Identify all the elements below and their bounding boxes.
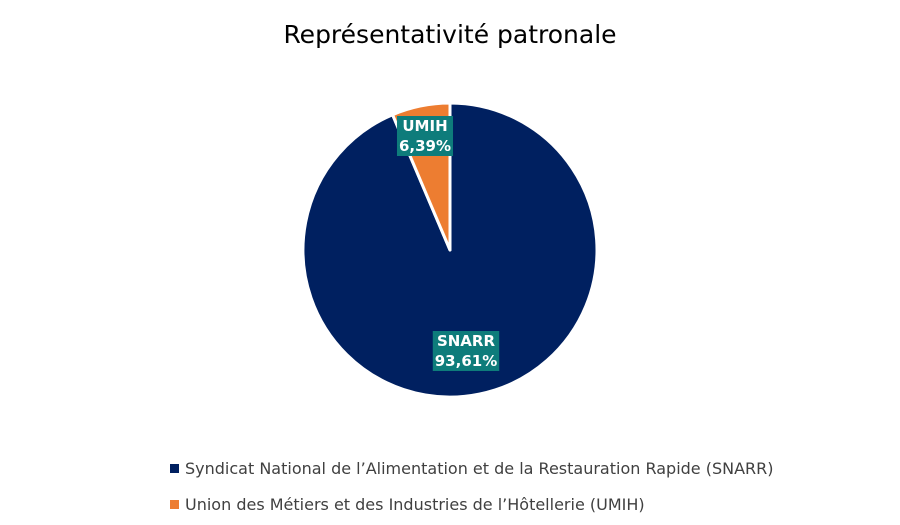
data-label-background (396, 116, 454, 156)
data-label-name-umih: UMIH (402, 117, 447, 135)
data-label-value-umih: 6,39% (399, 137, 451, 155)
legend-label-snarr: Syndicat National de l’Alimentation et d… (185, 458, 774, 478)
data-label-value-snarr: 93,61% (435, 352, 497, 370)
chart-title: Représentativité patronale (283, 20, 617, 49)
legend-swatch-umih (170, 499, 179, 509)
data-label-name-snarr: SNARR (437, 332, 496, 350)
legend-item-umih: Union des Métiers et des Industries de l… (170, 486, 870, 522)
legend-item-snarr: Syndicat National de l’Alimentation et d… (170, 450, 870, 486)
data-label-snarr: SNARR 93,61% (432, 331, 500, 371)
legend: Syndicat National de l’Alimentation et d… (170, 450, 870, 522)
data-label-background (432, 331, 500, 371)
legend-label-umih: Union des Métiers et des Industries de l… (185, 494, 645, 514)
legend-swatch-snarr (170, 463, 179, 473)
data-label-umih: UMIH 6,39% (396, 116, 454, 156)
